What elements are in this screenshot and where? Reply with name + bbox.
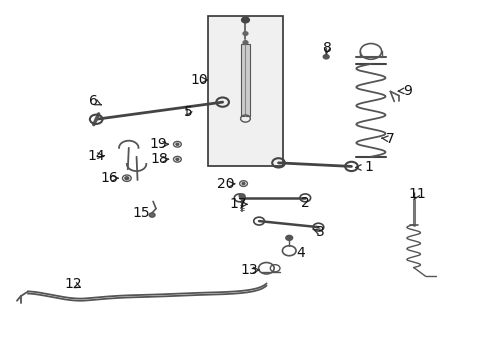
Text: 5: 5 <box>184 105 193 119</box>
Circle shape <box>323 55 328 59</box>
Text: 17: 17 <box>229 197 247 211</box>
Text: 4: 4 <box>295 246 304 260</box>
Text: 3: 3 <box>315 225 324 239</box>
Circle shape <box>176 143 179 145</box>
Text: 6: 6 <box>89 94 98 108</box>
Text: 16: 16 <box>100 171 118 185</box>
Text: 15: 15 <box>132 206 150 220</box>
Circle shape <box>243 32 247 35</box>
Text: 12: 12 <box>64 277 82 291</box>
Text: 20: 20 <box>217 177 234 191</box>
Text: 1: 1 <box>363 161 372 175</box>
Text: 14: 14 <box>87 149 105 163</box>
Bar <box>207 16 283 166</box>
Circle shape <box>243 41 247 44</box>
Text: 11: 11 <box>407 187 425 201</box>
Text: 2: 2 <box>300 196 309 210</box>
Text: 9: 9 <box>402 84 411 98</box>
Text: 8: 8 <box>322 41 331 55</box>
Circle shape <box>285 235 292 240</box>
Circle shape <box>124 177 128 180</box>
Circle shape <box>149 213 155 217</box>
Circle shape <box>242 183 244 185</box>
Bar <box>241 44 249 116</box>
Text: 10: 10 <box>190 73 208 87</box>
Circle shape <box>239 194 244 198</box>
Circle shape <box>241 17 249 23</box>
Text: 7: 7 <box>385 132 394 146</box>
Text: 18: 18 <box>150 152 168 166</box>
Circle shape <box>176 158 179 160</box>
Text: 19: 19 <box>149 137 166 151</box>
Text: 13: 13 <box>240 263 258 277</box>
